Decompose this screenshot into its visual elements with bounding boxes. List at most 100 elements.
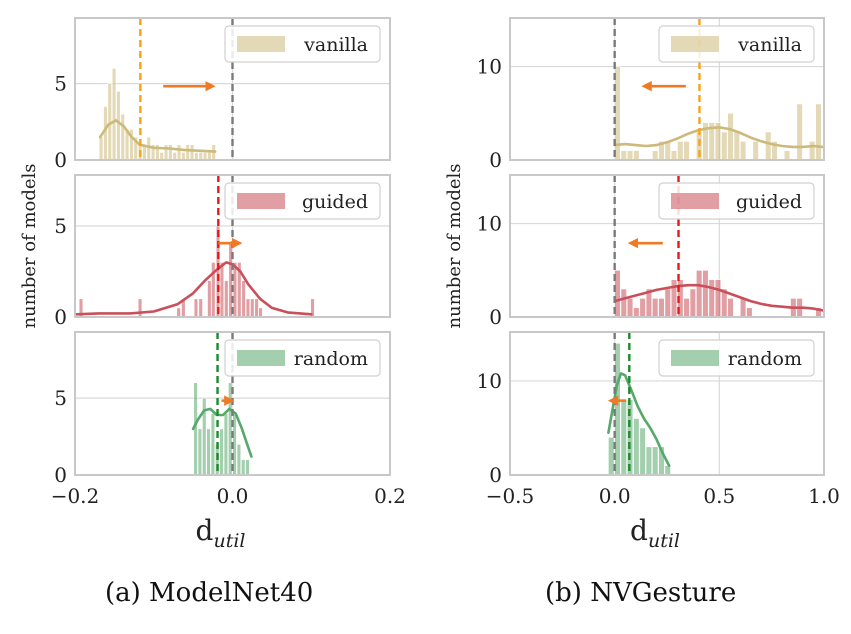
histogram-bar bbox=[236, 443, 242, 476]
y-tick-label: 5 bbox=[54, 72, 67, 96]
x-tick-label: 0.0 bbox=[217, 484, 249, 508]
panel-frame bbox=[509, 17, 825, 161]
panel-frame bbox=[74, 331, 391, 476]
histogram-bar bbox=[746, 307, 753, 318]
histogram-bar bbox=[620, 150, 627, 161]
panel-frame bbox=[509, 174, 825, 318]
x-tick-label: −0.5 bbox=[486, 484, 535, 508]
panel-1-random: random 0 10 bbox=[477, 331, 825, 487]
histogram-bar bbox=[146, 136, 151, 161]
histogram-bar bbox=[696, 269, 703, 318]
x-tick-label: 0.5 bbox=[703, 484, 735, 508]
y-tick-label: 10 bbox=[477, 212, 502, 236]
histogram-bar bbox=[783, 150, 791, 161]
panel-0-guided: guided 0 5 bbox=[54, 174, 391, 329]
histogram-bar bbox=[796, 103, 803, 161]
y-tick-label: 5 bbox=[54, 214, 67, 238]
kde-curve bbox=[607, 372, 671, 467]
histogram-bar bbox=[181, 152, 186, 161]
histogram-bar bbox=[98, 136, 104, 161]
histogram-bar bbox=[206, 428, 211, 476]
histogram-bar bbox=[620, 399, 627, 476]
y-tick-label: 0 bbox=[54, 463, 67, 487]
histogram-bar bbox=[250, 298, 255, 318]
legend-label: guided bbox=[302, 191, 368, 213]
histogram-bar bbox=[809, 141, 816, 161]
histogram-bar bbox=[633, 418, 640, 476]
histogram-bar bbox=[185, 144, 190, 161]
histogram-bar bbox=[721, 131, 728, 161]
y-tick-label: 5 bbox=[54, 386, 67, 410]
histogram-bar bbox=[739, 298, 747, 318]
y-tick-label: 10 bbox=[477, 369, 502, 393]
x-axis-label: dutil bbox=[630, 514, 680, 552]
histogram-bar bbox=[689, 288, 697, 318]
legend-label: random bbox=[294, 348, 368, 370]
histogram-bar bbox=[652, 446, 659, 476]
histogram-bar bbox=[111, 68, 117, 161]
histogram-bar bbox=[608, 437, 615, 476]
histogram-bar bbox=[137, 298, 143, 318]
histogram-bar bbox=[198, 152, 203, 161]
histogram-bar bbox=[159, 152, 164, 161]
legend-box bbox=[658, 25, 815, 63]
histogram-bar bbox=[658, 298, 665, 318]
histogram-bar bbox=[224, 280, 229, 318]
histogram-bar bbox=[714, 279, 722, 318]
histogram-bar bbox=[194, 152, 199, 161]
histogram-bar bbox=[708, 279, 715, 318]
legend-label: vanilla bbox=[737, 34, 802, 56]
histogram-bar bbox=[176, 307, 181, 318]
histogram-bar bbox=[733, 131, 740, 161]
histogram-bar bbox=[207, 152, 212, 161]
x-tick-label: −0.2 bbox=[51, 484, 100, 508]
histogram-bar bbox=[202, 152, 208, 161]
histogram-bar bbox=[727, 298, 734, 318]
histogram-bar bbox=[702, 269, 709, 318]
kde-curve bbox=[75, 261, 313, 316]
histogram-bar bbox=[245, 298, 251, 318]
histogram-bar bbox=[189, 144, 195, 161]
histogram-bar bbox=[626, 298, 634, 318]
legend-swatch bbox=[671, 36, 719, 52]
histogram-bar bbox=[683, 298, 690, 318]
panel-frame bbox=[74, 17, 391, 161]
histogram-bar bbox=[765, 131, 772, 161]
histogram-bar bbox=[219, 262, 225, 318]
histogram-bar bbox=[210, 413, 216, 476]
histogram-bar bbox=[633, 150, 640, 161]
histogram-bar bbox=[207, 280, 212, 318]
histogram-bar bbox=[639, 298, 646, 318]
histogram-bar bbox=[620, 288, 627, 318]
legend-label: random bbox=[728, 348, 802, 370]
y-tick-label: 0 bbox=[54, 305, 67, 329]
histogram-bar bbox=[670, 150, 678, 161]
histogram-bar bbox=[193, 298, 199, 318]
histogram-bar bbox=[633, 307, 640, 318]
histogram-bar bbox=[228, 382, 233, 476]
x-tick-label: 0.0 bbox=[599, 484, 631, 508]
y-tick-label: 10 bbox=[477, 55, 502, 79]
legend-box bbox=[224, 25, 381, 63]
histogram-bar bbox=[626, 150, 634, 161]
legend-label: guided bbox=[736, 191, 802, 213]
histogram-bar bbox=[116, 90, 121, 161]
histogram-bar bbox=[664, 288, 671, 318]
caption-modelnet40: (a) ModelNet40 bbox=[105, 578, 314, 608]
histogram-bar bbox=[223, 413, 229, 476]
legend-label: vanilla bbox=[303, 34, 368, 56]
kde-curve bbox=[191, 407, 253, 458]
panel-1-vanilla: vanilla 0 10 bbox=[477, 17, 825, 172]
panel-frame bbox=[509, 331, 825, 476]
histogram-bar bbox=[645, 446, 653, 476]
legend-box bbox=[224, 182, 381, 220]
panel-0-random: random 0 5 bbox=[54, 331, 391, 487]
histogram-bar bbox=[677, 141, 684, 161]
histogram-bar bbox=[176, 144, 182, 161]
histogram-bar bbox=[168, 144, 173, 161]
histogram-bar bbox=[652, 150, 659, 161]
histogram-bar bbox=[198, 298, 203, 318]
y-axis-label: number of models bbox=[444, 163, 465, 328]
histogram-bar bbox=[197, 428, 203, 476]
